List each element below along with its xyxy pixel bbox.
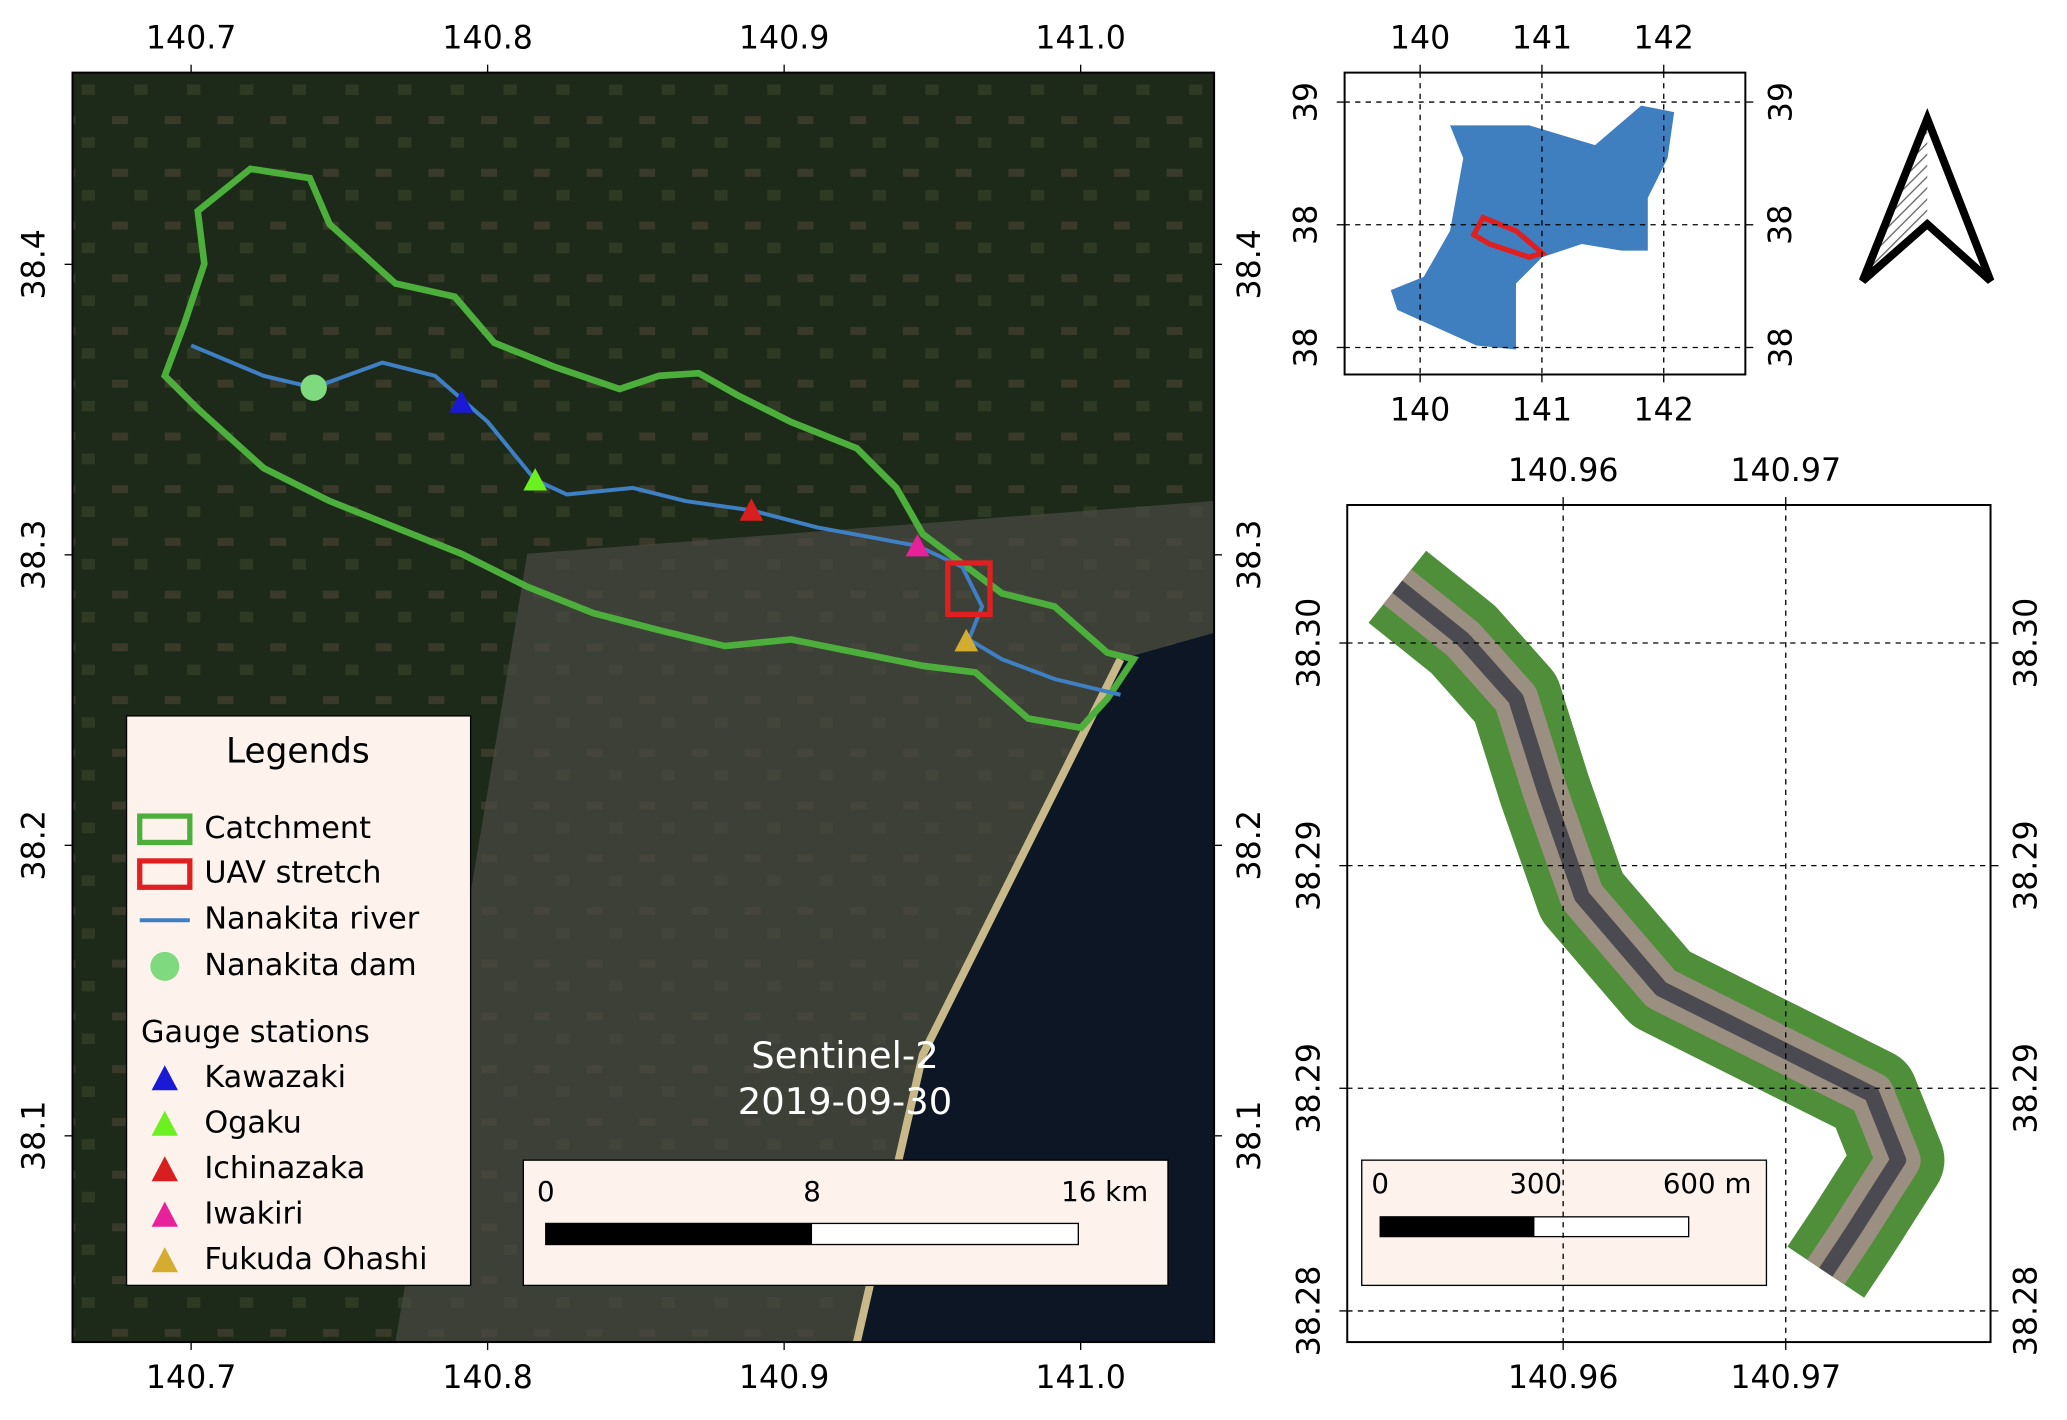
scale-label: 16 km bbox=[1061, 1175, 1148, 1208]
y-tick-label: 38.1 bbox=[17, 1101, 53, 1171]
legend-swatch bbox=[151, 1065, 178, 1091]
scale-label: 300 bbox=[1509, 1167, 1562, 1200]
scale-bar: 0 300 600 m bbox=[1361, 1159, 1768, 1287]
x-tick-label: 140.8 bbox=[442, 21, 533, 57]
y-tick-label: 38 bbox=[1763, 205, 1799, 245]
map-frame bbox=[1343, 71, 1747, 376]
x-tick-label: 141.0 bbox=[1035, 21, 1126, 57]
legend-swatch bbox=[150, 951, 180, 981]
annotation: Sentinel-2 bbox=[751, 1034, 938, 1077]
legend-title: Legends bbox=[226, 731, 370, 771]
y-tick-label: 38.3 bbox=[1232, 520, 1268, 590]
x-tick-label: 140 bbox=[1390, 392, 1450, 428]
y-tick-label: 38.3 bbox=[17, 520, 53, 590]
scale-label: 0 bbox=[537, 1175, 555, 1208]
legend-label: Ichinazaka bbox=[204, 1151, 365, 1186]
x-tick-label: 141 bbox=[1512, 392, 1572, 428]
legend-swatch bbox=[151, 1156, 178, 1182]
x-tick-label: 140 bbox=[1390, 21, 1450, 57]
y-tick-label: 38.28 bbox=[2008, 1266, 2044, 1357]
uav-image bbox=[1368, 550, 1945, 1298]
y-tick-label: 38.30 bbox=[1291, 598, 1327, 689]
catchment bbox=[160, 165, 1140, 732]
x-tick-label: 140.9 bbox=[739, 1360, 830, 1396]
y-tick-label: 39 bbox=[1289, 82, 1325, 122]
x-tick-label: 140.96 bbox=[1508, 1360, 1619, 1396]
scale-label: 8 bbox=[803, 1175, 821, 1208]
y-tick-label: 38.2 bbox=[17, 810, 53, 880]
x-tick-label: 140.9 bbox=[739, 21, 830, 57]
y-tick-label: 38.4 bbox=[1232, 229, 1268, 299]
x-tick-label: 140.97 bbox=[1730, 453, 1841, 489]
y-tick-label: 38 bbox=[1289, 205, 1325, 245]
x-tick-label: 140.96 bbox=[1508, 453, 1619, 489]
y-tick-label: 38.30 bbox=[2008, 598, 2044, 689]
legend-label: Catchment bbox=[204, 811, 371, 846]
uav-stretch bbox=[945, 560, 993, 618]
legend-swatch bbox=[151, 1201, 178, 1227]
x-tick-label: 140.7 bbox=[146, 21, 237, 57]
y-tick-label: 39 bbox=[1763, 82, 1799, 122]
legend-swatch bbox=[137, 813, 193, 846]
legend-label: Nanakita river bbox=[204, 902, 419, 937]
legend-label: Fukuda Ohashi bbox=[204, 1242, 427, 1277]
map-frame bbox=[1346, 504, 1992, 1344]
x-tick-label: 142 bbox=[1634, 392, 1694, 428]
legend-subtitle: Gauge stations bbox=[141, 1015, 370, 1050]
north-arrow bbox=[1858, 107, 1995, 284]
map-frame bbox=[71, 71, 1216, 1344]
y-tick-label: 38.28 bbox=[1291, 1266, 1327, 1357]
x-tick-label: 142 bbox=[1634, 21, 1694, 57]
legend-label: Ogaku bbox=[204, 1105, 301, 1140]
y-tick-label: 38.29 bbox=[2008, 820, 2044, 911]
y-tick-label: 38.4 bbox=[17, 229, 53, 299]
legend-label: UAV stretch bbox=[204, 856, 381, 891]
x-tick-label: 140.8 bbox=[442, 1360, 533, 1396]
legend-swatch bbox=[151, 1110, 178, 1136]
legend-swatch bbox=[151, 1247, 178, 1273]
legend-label: Nanakita dam bbox=[204, 948, 416, 983]
y-tick-label: 38 bbox=[1289, 327, 1325, 367]
x-tick-label: 141.0 bbox=[1035, 1360, 1126, 1396]
x-tick-label: 141 bbox=[1512, 21, 1572, 57]
y-tick-label: 38 bbox=[1763, 327, 1799, 367]
region-shape bbox=[1390, 105, 1675, 350]
dam bbox=[300, 374, 327, 401]
scale-label: 600 m bbox=[1663, 1167, 1752, 1200]
y-tick-label: 38.29 bbox=[1291, 820, 1327, 911]
scale-label: 0 bbox=[1371, 1167, 1389, 1200]
scale-bar: 0 8 16 km bbox=[522, 1159, 1169, 1287]
y-tick-label: 38.29 bbox=[2008, 1043, 2044, 1134]
stations bbox=[449, 390, 979, 652]
legend-swatch bbox=[137, 858, 193, 890]
legend-label: Iwakiri bbox=[204, 1196, 303, 1231]
y-tick-label: 38.2 bbox=[1232, 810, 1268, 880]
x-tick-label: 140.97 bbox=[1730, 1360, 1841, 1396]
x-tick-label: 140.7 bbox=[146, 1360, 237, 1396]
legend: Legends Gauge stations Catchment UAV stre… bbox=[125, 715, 472, 1287]
y-tick-label: 38.29 bbox=[1291, 1043, 1327, 1134]
annotation: 2019-09-30 bbox=[738, 1080, 952, 1123]
y-tick-label: 38.1 bbox=[1232, 1101, 1268, 1171]
legend-label: Kawazaki bbox=[204, 1060, 346, 1095]
